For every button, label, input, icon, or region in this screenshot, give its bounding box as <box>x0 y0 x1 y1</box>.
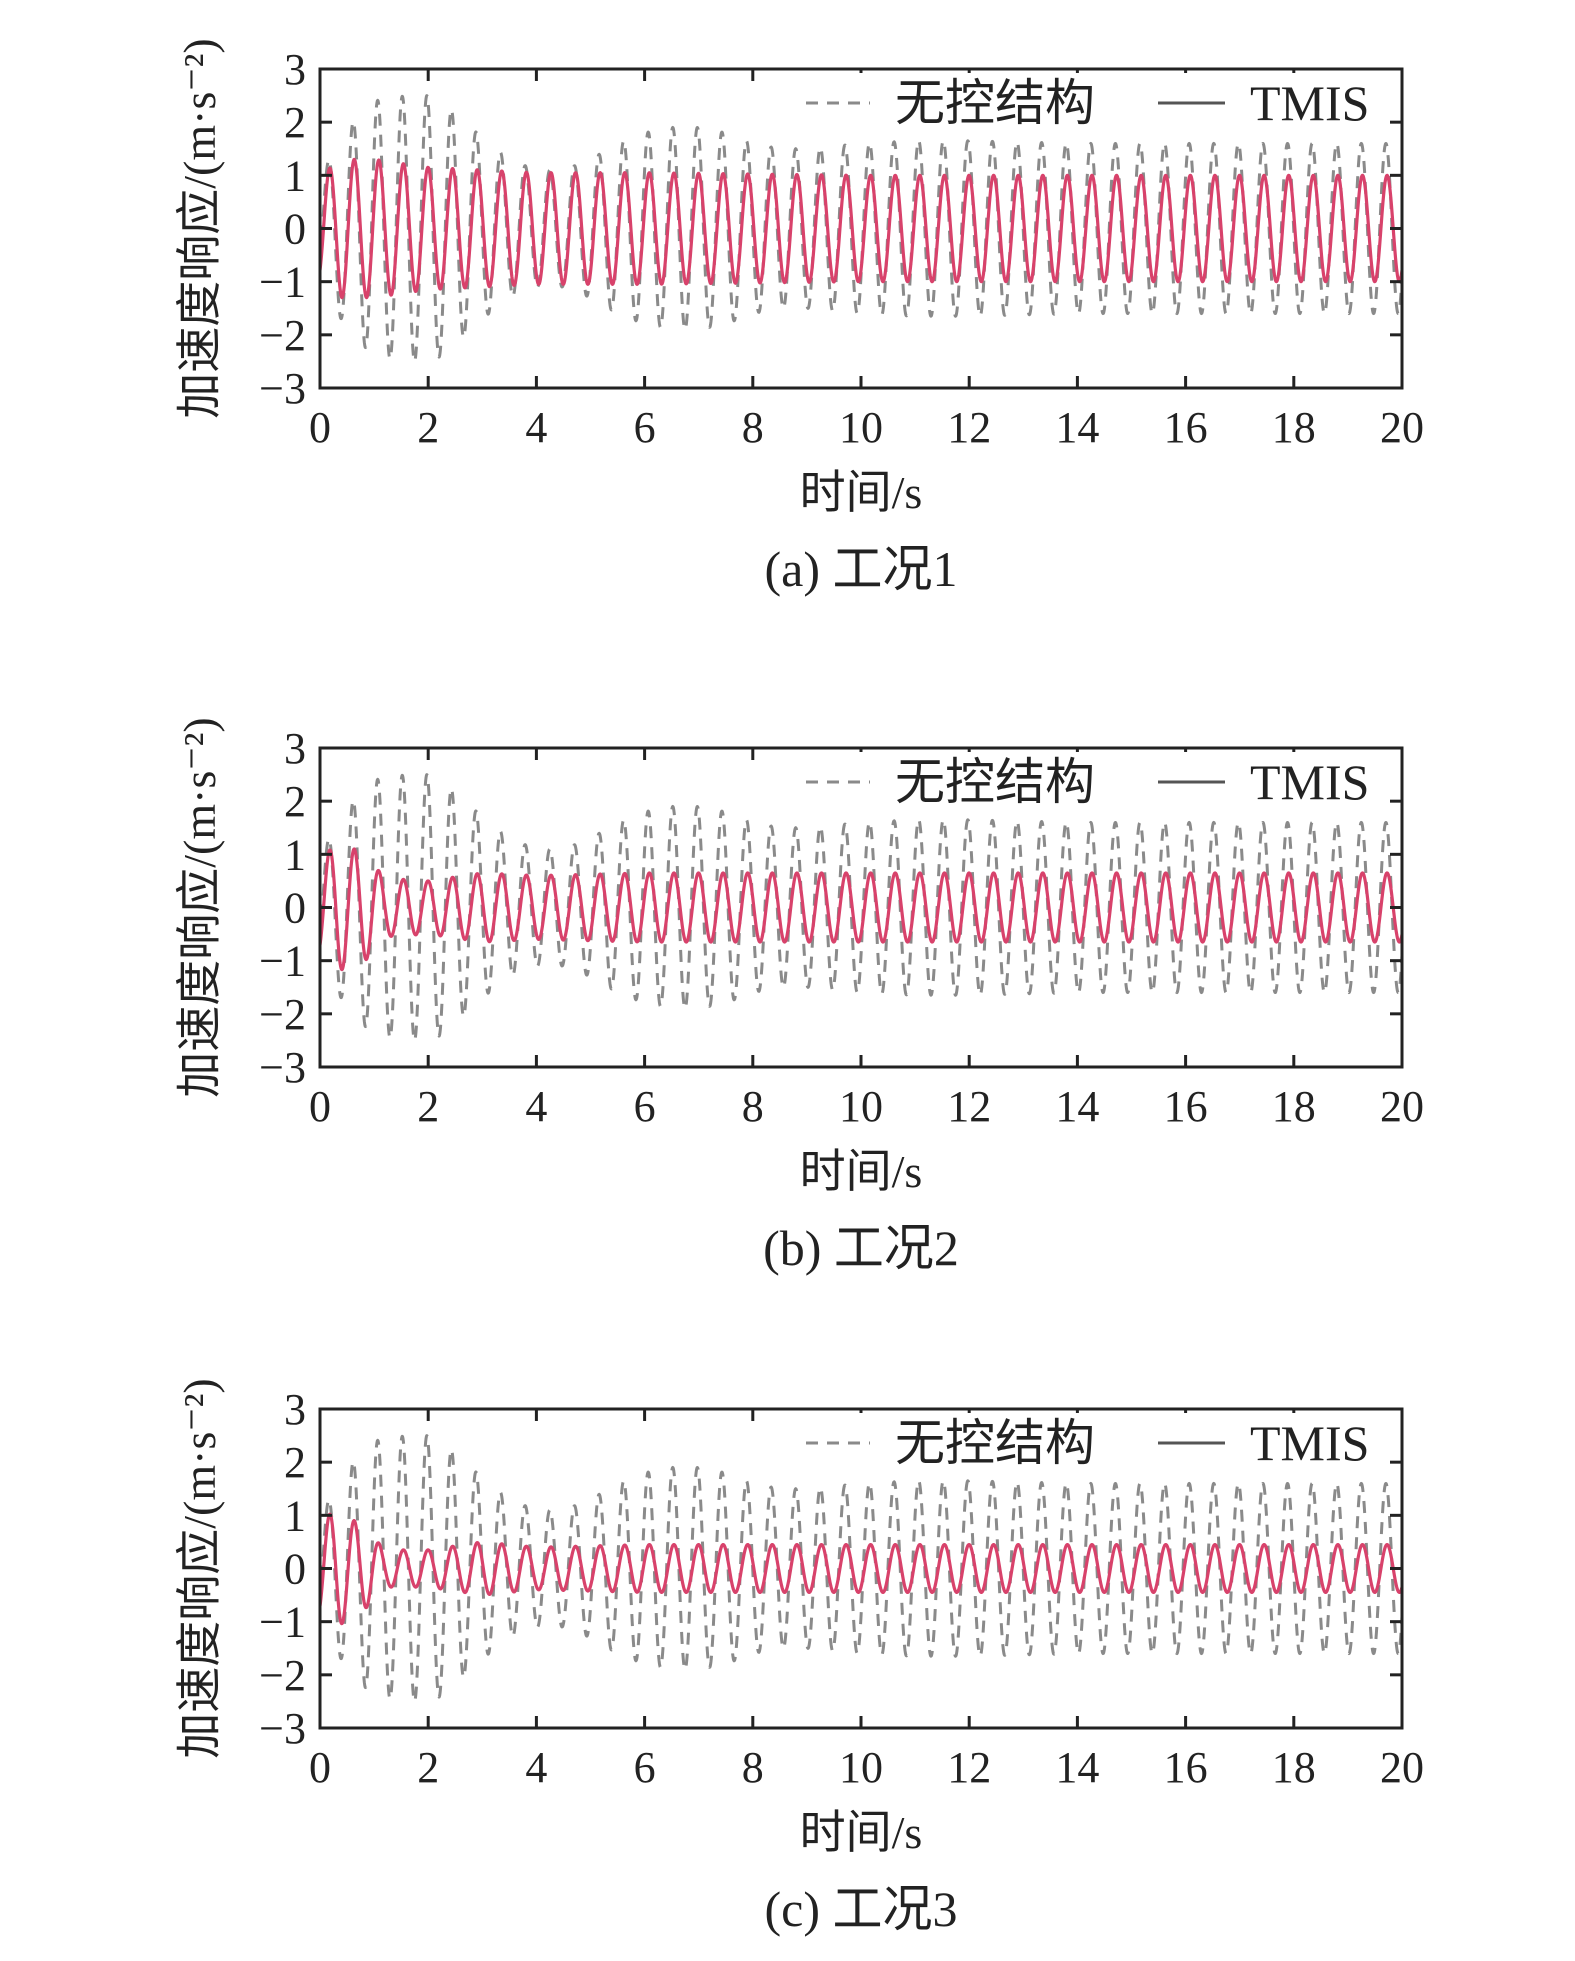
legend-label-uncontrolled: 无控结构 <box>895 1415 1095 1471</box>
y-tick-label: −2 <box>259 990 306 1039</box>
x-tick-label: 4 <box>525 1082 547 1131</box>
series-uncontrolled-line <box>320 1434 1402 1703</box>
y-tick-label: −3 <box>259 364 306 413</box>
y-tick-label: 1 <box>284 151 306 200</box>
x-tick-label: 20 <box>1380 1082 1424 1131</box>
chart-panel-a: 0 2 4 6 8 10 12 14 16 18 203210−1−2−3加速度响应/(m·s⁻²)… <box>174 38 1424 597</box>
series-tmis-line <box>320 157 1402 300</box>
x-tick-label: 12 <box>947 1082 991 1131</box>
x-tick-label: 12 <box>947 403 991 452</box>
y-tick-label: −3 <box>259 1043 306 1092</box>
x-tick-label: 4 <box>525 1743 547 1792</box>
legend-label-uncontrolled: 无控结构 <box>895 75 1095 131</box>
y-tick-label: 3 <box>284 724 306 773</box>
y-tick-label: −3 <box>259 1704 306 1753</box>
y-tick-label: −1 <box>259 937 306 986</box>
legend: 无控结构 TMIS <box>800 1413 1380 1475</box>
y-axis-label: 加速度响应/(m·s⁻²) <box>174 38 225 419</box>
legend-label-tmis: TMIS <box>1250 754 1369 810</box>
y-tick-label: 2 <box>284 777 306 826</box>
chart-panel-b: 0 2 4 6 8 10 12 14 16 18 203210−1−2−3加速度响应/(m·s⁻²)… <box>174 717 1424 1276</box>
legend: 无控结构 TMIS <box>800 752 1380 814</box>
series-uncontrolled-line <box>320 773 1402 1042</box>
y-tick-label: 0 <box>284 205 306 254</box>
series-tmis-line <box>320 847 1402 972</box>
legend-label-tmis: TMIS <box>1250 75 1369 131</box>
x-tick-label: 16 <box>1164 1743 1208 1792</box>
x-tick-label: 12 <box>947 1743 991 1792</box>
y-tick-label: 2 <box>284 98 306 147</box>
x-tick-label: 0 <box>309 403 331 452</box>
x-tick-label: 10 <box>839 403 883 452</box>
panel-caption: (c) 工况3 <box>765 1881 958 1937</box>
y-tick-label: −2 <box>259 311 306 360</box>
panel-caption: (b) 工况2 <box>763 1220 959 1276</box>
legend-background <box>800 73 1380 135</box>
x-axis-label: 时间/s <box>800 1146 923 1197</box>
x-tick-label: 2 <box>417 1743 439 1792</box>
x-tick-label: 18 <box>1272 403 1316 452</box>
panel-caption: (a) 工况1 <box>765 541 958 597</box>
y-axis-label: 加速度响应/(m·s⁻²) <box>174 717 225 1098</box>
x-tick-label: 6 <box>634 1743 656 1792</box>
x-tick-label: 20 <box>1380 403 1424 452</box>
x-tick-label: 10 <box>839 1743 883 1792</box>
x-tick-label: 6 <box>634 403 656 452</box>
y-axis-label: 加速度响应/(m·s⁻²) <box>174 1378 225 1759</box>
x-tick-label: 20 <box>1380 1743 1424 1792</box>
plot-area <box>320 1434 1402 1703</box>
y-tick-label: 3 <box>284 45 306 94</box>
plot-area <box>320 773 1402 1042</box>
x-tick-label: 10 <box>839 1082 883 1131</box>
y-tick-label: 1 <box>284 830 306 879</box>
x-tick-label: 0 <box>309 1082 331 1131</box>
y-tick-label: −1 <box>259 258 306 307</box>
x-axis-label: 时间/s <box>800 1807 923 1858</box>
plot-area <box>320 94 1402 363</box>
x-tick-label: 8 <box>742 1743 764 1792</box>
x-tick-label: 16 <box>1164 403 1208 452</box>
legend-label-uncontrolled: 无控结构 <box>895 754 1095 810</box>
y-tick-label: −1 <box>259 1598 306 1647</box>
x-tick-label: 0 <box>309 1743 331 1792</box>
series-tmis-line <box>320 1512 1402 1626</box>
x-tick-label: 18 <box>1272 1743 1316 1792</box>
y-tick-label: 2 <box>284 1438 306 1487</box>
y-tick-label: 3 <box>284 1385 306 1434</box>
x-tick-label: 14 <box>1055 1082 1099 1131</box>
x-tick-label: 2 <box>417 403 439 452</box>
y-tick-label: 0 <box>284 884 306 933</box>
x-tick-label: 14 <box>1055 403 1099 452</box>
x-tick-label: 18 <box>1272 1082 1316 1131</box>
y-tick-label: 0 <box>284 1545 306 1594</box>
x-tick-label: 2 <box>417 1082 439 1131</box>
x-axis-label: 时间/s <box>800 467 923 518</box>
x-tick-label: 8 <box>742 1082 764 1131</box>
legend-background <box>800 752 1380 814</box>
legend-label-tmis: TMIS <box>1250 1415 1369 1471</box>
x-tick-label: 8 <box>742 403 764 452</box>
y-tick-label: −2 <box>259 1651 306 1700</box>
legend-background <box>800 1413 1380 1475</box>
x-tick-label: 14 <box>1055 1743 1099 1792</box>
x-tick-label: 16 <box>1164 1082 1208 1131</box>
legend: 无控结构 TMIS <box>800 73 1380 135</box>
y-tick-label: 1 <box>284 1491 306 1540</box>
x-tick-label: 4 <box>525 403 547 452</box>
x-tick-label: 6 <box>634 1082 656 1131</box>
chart-panel-c: 0 2 4 6 8 10 12 14 16 18 203210−1−2−3加速度响应/(m·s⁻²)… <box>174 1378 1424 1937</box>
